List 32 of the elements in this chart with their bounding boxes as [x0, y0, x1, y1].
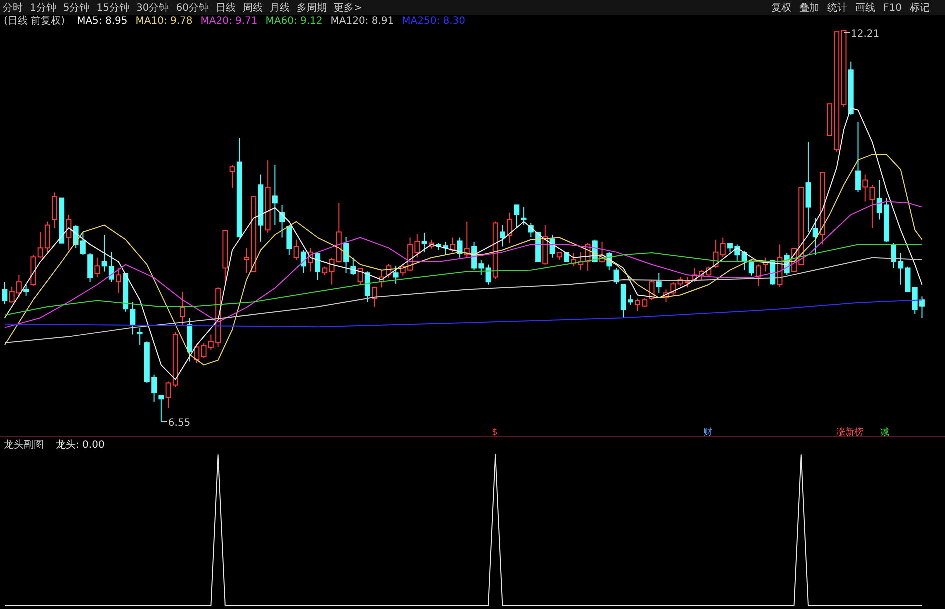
text: 更多>	[334, 2, 362, 14]
text: 1分钟	[30, 2, 56, 14]
text: MA250: 8.30	[402, 16, 466, 27]
text: 减	[880, 427, 890, 438]
text: 60分钟	[176, 2, 209, 14]
text: 龙头: 0.00	[56, 439, 105, 451]
text: MA10: 9.78	[136, 16, 193, 27]
text: F10	[884, 3, 902, 14]
annotation: 6.55	[168, 418, 191, 429]
text: 5分钟	[63, 2, 90, 14]
text: $	[492, 428, 498, 438]
text: 分时	[3, 2, 23, 14]
text: 周线	[242, 2, 263, 14]
text: 统计	[828, 2, 848, 14]
text: 日线	[216, 2, 236, 14]
text: 多周期	[296, 2, 327, 14]
text: 标记	[909, 2, 930, 14]
text: 财	[704, 427, 712, 438]
chart-title: 龙头副图	[4, 439, 44, 451]
text: MA5: 8.95	[77, 16, 128, 27]
text: 复权	[772, 2, 792, 14]
text: 叠加	[800, 2, 820, 14]
text: 月线	[270, 2, 290, 14]
text: 30分钟	[136, 2, 170, 14]
chart-title: (日线 前复权)	[4, 15, 66, 27]
text: 15分钟	[96, 2, 130, 14]
text: MA60: 9.12	[266, 16, 323, 27]
text: MA20: 9.71	[200, 16, 258, 27]
text: 涨新榜	[836, 427, 864, 438]
annotation: 12.21	[851, 29, 880, 40]
text: MA120: 8.91	[330, 16, 394, 27]
text: 画线	[856, 2, 876, 14]
